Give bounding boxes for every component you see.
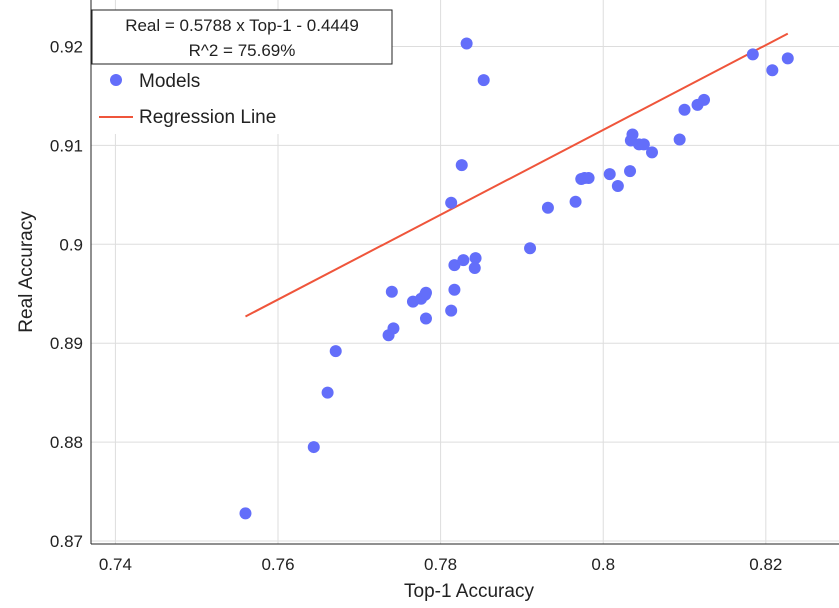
x-tick-label: 0.78 bbox=[424, 555, 457, 574]
y-tick-label: 0.92 bbox=[50, 37, 83, 56]
model-point bbox=[541, 201, 554, 214]
legend-background bbox=[92, 64, 322, 134]
x-axis-title: Top-1 Accuracy bbox=[404, 581, 534, 602]
axes bbox=[90, 0, 839, 545]
y-tick-label: 0.87 bbox=[50, 532, 83, 551]
model-point bbox=[781, 52, 794, 65]
model-point bbox=[746, 48, 759, 61]
model-point bbox=[524, 242, 537, 255]
model-point bbox=[673, 133, 686, 146]
model-point bbox=[569, 195, 582, 208]
model-point bbox=[678, 103, 691, 116]
tick-labels: 0.74 0.76 0.78 0.8 0.82 0.87 0.88 0.89 0.9 0.91 0.… bbox=[50, 37, 782, 574]
model-point bbox=[419, 286, 432, 299]
regression-annotation: Real = 0.5788 x Top-1 - 0.4449 R^2 = 75.… bbox=[91, 9, 393, 65]
x-tick-label: 0.82 bbox=[749, 555, 782, 574]
model-point bbox=[646, 146, 658, 159]
model-point bbox=[624, 165, 637, 178]
model-point bbox=[385, 285, 398, 298]
legend-regression-label: Regression Line bbox=[139, 107, 276, 128]
model-point bbox=[698, 93, 711, 106]
annotation-r-squared: R^2 = 75.69% bbox=[189, 41, 296, 60]
model-point bbox=[239, 507, 252, 520]
model-point bbox=[626, 128, 639, 141]
data-points bbox=[239, 37, 794, 520]
model-point bbox=[321, 386, 334, 399]
x-tick-label: 0.8 bbox=[591, 555, 615, 574]
annotation-box bbox=[91, 9, 393, 65]
regression-line-layer bbox=[245, 32, 789, 318]
regression-line bbox=[245, 32, 789, 318]
y-tick-label: 0.89 bbox=[50, 334, 83, 353]
legend-models-label: Models bbox=[139, 71, 200, 92]
model-point bbox=[329, 345, 342, 358]
model-point bbox=[445, 304, 458, 317]
model-point bbox=[637, 138, 650, 151]
model-point bbox=[457, 254, 470, 267]
y-tick-label: 0.88 bbox=[50, 433, 83, 452]
y-tick-label: 0.91 bbox=[50, 136, 83, 155]
y-axis-title: Real Accuracy bbox=[16, 211, 37, 333]
legend: Models Regression Line bbox=[92, 64, 322, 134]
model-point bbox=[582, 172, 595, 185]
y-tick-label: 0.9 bbox=[59, 235, 83, 254]
model-point bbox=[448, 259, 461, 272]
model-point bbox=[387, 322, 400, 335]
legend-models-marker bbox=[110, 74, 122, 86]
model-point bbox=[603, 168, 616, 181]
annotation-equation: Real = 0.5788 x Top-1 - 0.4449 bbox=[125, 16, 359, 35]
x-tick-label: 0.74 bbox=[99, 555, 132, 574]
model-point bbox=[419, 312, 432, 325]
model-point bbox=[611, 179, 624, 192]
model-point bbox=[448, 283, 461, 296]
model-point bbox=[477, 74, 490, 87]
model-point bbox=[307, 441, 320, 454]
model-point bbox=[468, 262, 481, 275]
model-point bbox=[460, 37, 473, 50]
model-point bbox=[766, 64, 779, 77]
model-point bbox=[445, 196, 458, 209]
model-point bbox=[455, 159, 468, 172]
model-point bbox=[469, 252, 482, 265]
x-tick-label: 0.76 bbox=[261, 555, 294, 574]
